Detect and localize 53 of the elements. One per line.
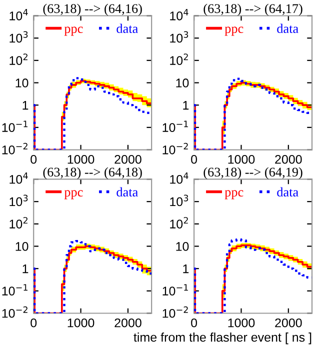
y-tick-label: 10$^{4}$	[170, 172, 188, 184]
x-tick-label: 1000	[228, 318, 255, 328]
y-tick-label: 10	[16, 242, 28, 251]
y-tick-label: 10$^{2}$	[10, 54, 28, 65]
y-tick-label: 10$^{2}$	[10, 217, 28, 228]
y-tick-label: 10$^{−2}$	[162, 306, 188, 318]
y-tick-label: 1	[183, 101, 189, 110]
x-tick-label: 0	[191, 318, 198, 328]
y-tick-label: 10	[16, 78, 28, 88]
legend-label: ppc	[64, 26, 83, 36]
legend-label: data	[116, 187, 138, 197]
y-tick-label: 10$^{4}$	[10, 172, 28, 184]
y-tick-label: 10$^{−1}$	[162, 284, 188, 296]
chart-title: (63,18) --> (64,19)	[204, 167, 302, 180]
legend-label: ppc	[64, 190, 83, 200]
y-tick-label: 10$^{−2}$	[162, 142, 188, 154]
y-tick-label: 10$^{4}$	[10, 9, 28, 20]
y-tick-label: 10$^{3}$	[170, 194, 188, 206]
x-tick-label: 0	[30, 154, 37, 164]
legend-label: data	[116, 24, 138, 34]
chart-title: (63,18) --> (64,17)	[204, 4, 302, 16]
y-tick-label: 10$^{2}$	[170, 54, 188, 65]
text: ppc	[224, 190, 244, 200]
legend-label: data	[277, 24, 298, 34]
y-tick-label: 10$^{−1}$	[162, 120, 188, 132]
text: ppc	[224, 26, 244, 36]
x-tick-label: 0	[30, 318, 37, 328]
y-tick-label: 10$^{−1}$	[2, 120, 28, 132]
y-tick-label: 10$^{3}$	[10, 194, 28, 206]
y-tick-label: 10$^{−2}$	[2, 306, 28, 318]
x-tick-label: 1000	[68, 154, 94, 164]
y-tick-label: 1	[22, 264, 28, 274]
chart-title: (63,18) --> (64,18)	[43, 167, 142, 180]
y-tick-label: 1	[22, 101, 28, 110]
chart-title: (63,18) --> (64,16)	[43, 4, 142, 16]
y-tick-label: 1	[183, 264, 189, 274]
y-tick-label: 10$^{3}$	[10, 31, 28, 43]
y-tick-label: 10$^{2}$	[170, 217, 188, 228]
y-tick-label: 10$^{3}$	[170, 31, 188, 43]
y-tick-label: 10$^{−1}$	[2, 284, 28, 296]
y-tick-label: 10$^{4}$	[170, 9, 188, 20]
y-tick-label: 10	[176, 242, 189, 251]
x-tick-label: 2000	[114, 318, 142, 328]
x-tick-label: 2000	[275, 154, 302, 164]
y-tick-label: 10$^{−2}$	[2, 142, 28, 154]
x-tick-label: 1000	[68, 318, 94, 328]
legend-label: data	[277, 187, 298, 197]
x-tick-label: 1000	[228, 154, 255, 164]
x-tick-label: 0	[191, 154, 198, 164]
y-tick-label: 10	[176, 78, 189, 88]
x-tick-label: 2000	[114, 154, 142, 164]
x-axis-title: time from the flasher event [ ns ]	[134, 332, 312, 344]
x-tick-label: 2000	[275, 318, 302, 328]
